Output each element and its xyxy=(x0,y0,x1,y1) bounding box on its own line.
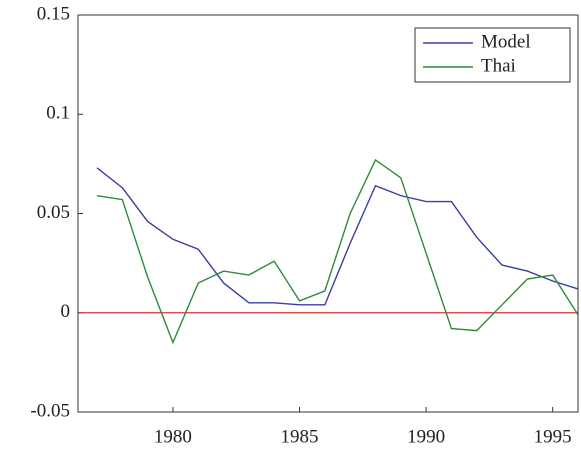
x-tick-label: 1990 xyxy=(407,426,445,447)
legend-label: Thai xyxy=(481,55,516,76)
x-tick-label: 1980 xyxy=(154,426,192,447)
y-tick-label: 0 xyxy=(61,301,71,322)
x-tick-label: 1995 xyxy=(534,426,572,447)
y-tick-label: 0.1 xyxy=(46,103,70,124)
series-line xyxy=(96,167,579,306)
legend-box xyxy=(414,27,571,83)
plot-frame xyxy=(77,14,579,413)
legend-label: Model xyxy=(481,31,531,52)
y-tick-label: 0.05 xyxy=(37,202,70,223)
y-tick-label: -0.05 xyxy=(30,400,70,421)
series-line xyxy=(96,158,579,345)
x-tick-label: 1985 xyxy=(281,426,319,447)
y-tick-label: 0.15 xyxy=(37,3,70,24)
